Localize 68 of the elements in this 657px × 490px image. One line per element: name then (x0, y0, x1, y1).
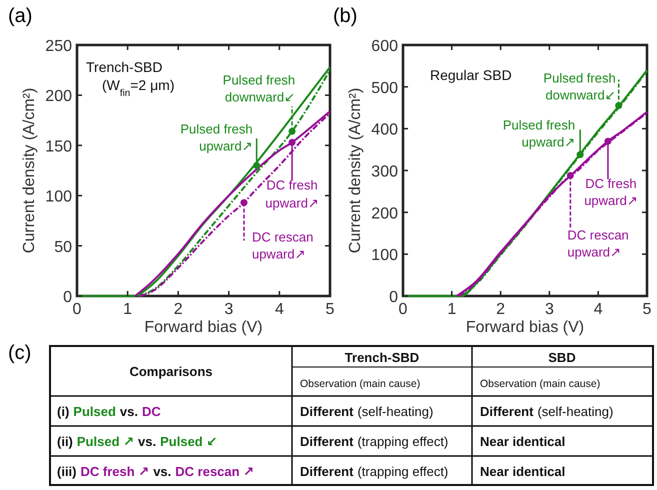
text: SBD (548, 350, 576, 365)
text: Trench-SBD (344, 350, 420, 365)
text: Pulsed ↗ (76, 434, 134, 449)
annotation: Trench-SBD (86, 59, 163, 75)
text: Pulsed (73, 404, 116, 419)
y-tick-label: 0 (389, 289, 398, 306)
text: (ii) (57, 434, 73, 449)
text: (trapping effect) (357, 434, 448, 449)
text: Comparisons (129, 364, 213, 379)
y-tick-label: 500 (371, 80, 398, 97)
text: (self-heating) (537, 404, 614, 419)
annotation: DC fresh upward↗ (584, 176, 638, 208)
annotation: DC fresh upward↗ (265, 177, 319, 210)
x-tick-label: 2 (496, 301, 506, 318)
y-tick-label: 100 (371, 247, 398, 264)
text: (self-heating) (357, 404, 434, 419)
x-tick-label: 5 (326, 301, 335, 318)
text: vs. (138, 434, 156, 449)
annotation: Pulsed fresh upward↗ (180, 121, 253, 154)
text: DC fresh ↗ (80, 464, 150, 479)
annotation: Regular SBD (430, 67, 512, 83)
text: (trapping effect) (357, 464, 448, 479)
text: Near identical (480, 464, 566, 479)
annotation: Pulsed fresh downward↙ (543, 70, 616, 103)
text: Different (300, 464, 354, 479)
y-tick-label: 300 (371, 164, 398, 180)
text: DC rescan ↗ (175, 464, 254, 479)
y-axis-title: Current density (A/cm²) (347, 88, 364, 254)
text: Different (300, 404, 354, 419)
x-tick-label: 4 (594, 301, 603, 318)
text: (iii) (57, 464, 76, 479)
text: Pulsed ↙ (160, 434, 218, 449)
text: Different (480, 404, 534, 419)
y-tick-label: 200 (45, 88, 72, 106)
x-tick-label: 5 (642, 301, 652, 318)
y-tick-label: 0 (63, 289, 72, 306)
text: Observation (main cause) (480, 378, 600, 390)
text: vs. (120, 404, 138, 419)
text: Observation (main cause) (300, 378, 420, 390)
annotation: Pulsed fresh upward↗ (502, 118, 576, 150)
text: Different (300, 434, 354, 449)
x-tick-label: 1 (447, 301, 456, 318)
y-tick-label: 150 (45, 138, 72, 156)
x-tick-label: 3 (544, 301, 554, 318)
text: DC (142, 404, 162, 419)
chart-title: (a) (8, 5, 32, 27)
text: vs. (153, 464, 172, 479)
annotation: Pulsed fresh downward↙ (222, 72, 296, 104)
y-axis-title: Current density (A/cm²) (21, 88, 38, 254)
y-tick-label: 600 (371, 38, 398, 55)
annotation: DC rescan upward↗ (252, 230, 314, 262)
chart-title: (b) (333, 5, 358, 27)
x-axis-title: Forward bias (V) (466, 319, 584, 336)
x-tick-label: 4 (274, 301, 284, 318)
text: (c) (8, 342, 32, 364)
text: Near identical (480, 434, 566, 449)
x-tick-label: 3 (224, 301, 234, 318)
annotation: (W$_{fin}$=2 μm) (102, 77, 174, 98)
y-tick-label: 400 (371, 122, 398, 139)
y-tick-label: 250 (45, 38, 72, 55)
y-tick-label: 50 (54, 238, 72, 256)
x-tick-label: 2 (174, 301, 183, 318)
y-tick-label: 200 (371, 205, 398, 222)
x-tick-label: 1 (123, 301, 132, 318)
text: (i) (57, 404, 70, 419)
y-tick-label: 100 (45, 188, 72, 206)
annotation: DC rescan upward↗ (567, 228, 629, 260)
x-axis-title: Forward bias (V) (144, 319, 263, 336)
